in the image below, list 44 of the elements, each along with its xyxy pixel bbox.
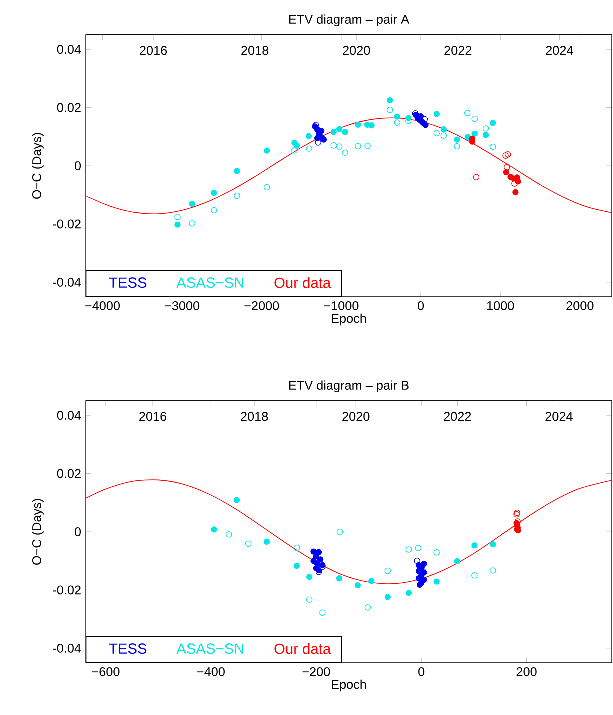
x-tick-label: 2000 [566,301,594,310]
x2-tick-label: 2016 [140,46,168,56]
x2-tick-label: 2024 [546,46,574,56]
y-axis-title: O−C (Days) [32,499,44,565]
text: TESS [109,278,147,288]
y-tick-label: 0 [74,162,82,170]
x-tick-label: −4000 [86,301,120,310]
x2-tick-label: 2018 [242,46,269,56]
y-tick-label: -0.04 [53,278,82,287]
text: ASAS−SN [176,644,244,654]
text: ASAS−SN [176,278,244,288]
x-tick-label: −1000 [324,301,359,310]
x2-tick-label: 2020 [343,46,370,56]
x-tick-label: 200 [516,667,537,676]
y-tick-label: 0.04 [57,411,82,420]
x2-tick-label: 2022 [444,412,472,422]
y-tick-label: 0 [74,528,82,536]
y-tick-label: -0.02 [53,220,81,229]
chart-title: ETV diagram – pair A [289,14,410,27]
x-tick-label: 0 [418,667,425,676]
x-tick-label: −600 [92,667,120,676]
x-tick-label: 0 [418,301,424,310]
x-tick-label: −2000 [244,301,280,310]
y-tick-label: -0.02 [53,586,81,595]
x2-tick-label: 2016 [140,412,167,422]
text: TESS [109,644,147,654]
y-tick-label: 0.02 [57,103,81,112]
x-tick-label: −3000 [165,301,200,310]
x2-tick-label: 2020 [342,412,370,422]
y-tick-label: -0.04 [53,644,82,653]
x2-tick-label: 2022 [444,46,472,56]
x-axis-title: Epoch [332,314,366,326]
y-axis-title: O−C (Days) [32,133,44,199]
y-tick-label: 0.04 [57,45,82,54]
chart-title: ETV diagram – pair B [290,380,409,393]
x-tick-label: −200 [302,667,330,676]
text: Our data [274,277,332,288]
x2-tick-label: 2024 [546,412,573,422]
x-tick-label: 1000 [487,301,514,310]
x2-tick-label: 2018 [241,412,268,422]
text: Our data [274,643,332,654]
x-axis-title: Epoch [332,680,366,692]
y-tick-label: 0.02 [57,469,81,478]
x-tick-label: −400 [198,667,225,676]
